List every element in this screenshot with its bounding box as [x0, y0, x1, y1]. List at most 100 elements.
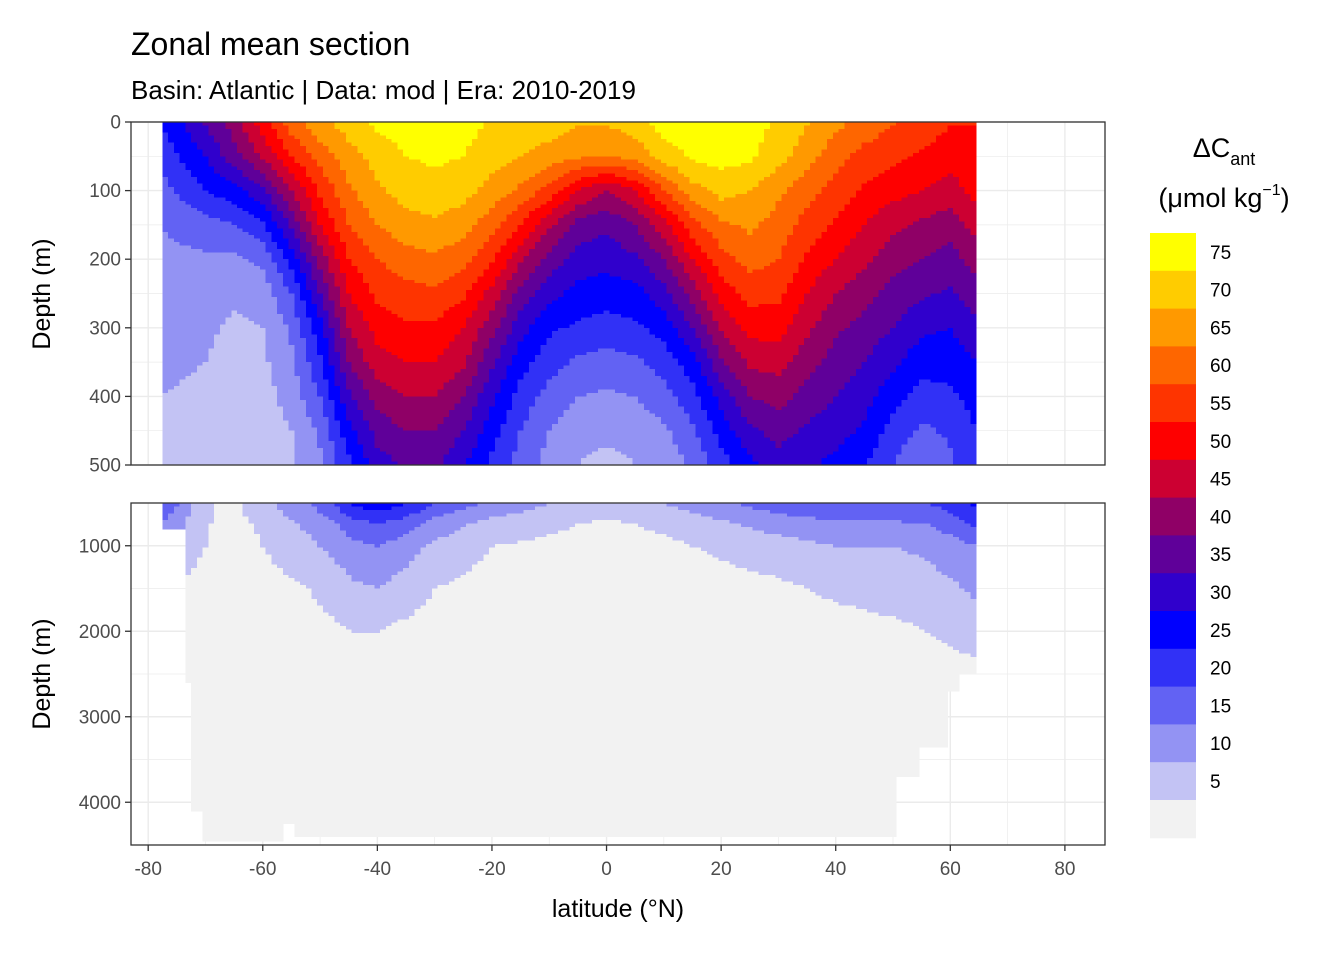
field-cell	[374, 399, 381, 404]
field-cell	[185, 358, 192, 363]
field-cell	[265, 334, 272, 339]
field-cell	[231, 416, 238, 422]
field-cell	[414, 331, 421, 336]
field-cell	[248, 399, 255, 404]
field-cell	[443, 300, 450, 305]
field-cell	[443, 290, 450, 295]
field-cell	[236, 142, 244, 147]
field-cell	[219, 362, 227, 367]
field-cell	[219, 252, 227, 257]
field-cell	[403, 355, 410, 360]
field-cell	[431, 135, 439, 140]
field-cell	[208, 413, 215, 418]
field-cell	[162, 183, 169, 188]
field-cell	[431, 331, 439, 336]
field-cell	[414, 156, 421, 161]
field-cell	[351, 331, 358, 336]
field-cell	[420, 197, 427, 202]
field-cell	[179, 327, 187, 332]
field-cell	[420, 430, 427, 435]
field-cell	[185, 279, 192, 284]
field-cell	[191, 341, 198, 346]
field-cell	[317, 430, 324, 435]
field-cell	[196, 204, 204, 209]
field-cell	[168, 238, 175, 243]
field-cell	[414, 290, 421, 295]
field-cell	[305, 218, 313, 223]
field-cell	[162, 410, 169, 415]
field-cell	[282, 200, 290, 205]
field-cell	[380, 399, 387, 404]
field-cell	[248, 303, 255, 308]
field-cell	[173, 434, 181, 439]
field-cell	[219, 276, 227, 281]
field-cell	[443, 173, 450, 178]
field-cell	[196, 451, 204, 456]
field-cell	[357, 279, 364, 284]
field-cell	[345, 139, 353, 144]
field-cell	[403, 310, 410, 315]
field-cell	[225, 447, 232, 452]
field-cell	[236, 290, 244, 295]
field-cell	[334, 341, 341, 346]
field-cell	[185, 166, 192, 171]
field-cell	[265, 122, 272, 127]
field-cell	[311, 228, 318, 233]
field-cell	[219, 200, 227, 205]
field-cell	[214, 461, 221, 465]
field-cell	[311, 125, 318, 130]
field-cell	[363, 303, 370, 308]
field-cell	[259, 327, 267, 332]
field-cell	[380, 310, 387, 315]
field-cell	[443, 314, 450, 319]
field-cell	[259, 344, 267, 349]
field-cell	[236, 348, 244, 353]
field-cell	[219, 132, 227, 137]
field-cell	[196, 122, 204, 127]
field-cell	[368, 279, 376, 284]
field-cell	[380, 176, 387, 181]
field-cell	[385, 228, 393, 233]
field-cell	[236, 211, 244, 216]
field-cell	[265, 413, 272, 418]
field-cell	[363, 255, 370, 260]
field-cell	[214, 355, 221, 360]
field-cell	[265, 368, 272, 373]
field-cell	[202, 331, 209, 336]
field-cell	[282, 176, 290, 181]
field-cell	[437, 146, 444, 151]
field-cell	[259, 211, 267, 216]
field-cell	[305, 290, 313, 295]
field-cell	[214, 410, 221, 415]
field-cell	[374, 146, 381, 151]
field-cell	[271, 344, 278, 349]
field-cell	[242, 132, 250, 137]
field-cell	[322, 269, 330, 274]
field-cell	[282, 437, 290, 442]
field-cell	[288, 314, 295, 319]
field-cell	[351, 221, 358, 226]
field-cell	[185, 159, 192, 164]
field-cell	[322, 266, 330, 271]
field-cell	[420, 454, 427, 459]
field-cell	[311, 451, 318, 456]
field-cell	[271, 434, 278, 439]
field-cell	[300, 351, 307, 356]
field-cell	[242, 368, 250, 373]
field-cell	[345, 382, 353, 387]
field-cell	[259, 410, 267, 415]
field-cell	[357, 375, 364, 380]
field-cell	[357, 434, 364, 439]
field-cell	[231, 310, 238, 315]
field-cell	[414, 454, 421, 459]
field-cell	[231, 382, 238, 387]
field-cell	[363, 396, 370, 401]
field-cell	[431, 180, 439, 185]
field-cell	[311, 300, 318, 305]
field-cell	[219, 365, 227, 370]
field-cell	[191, 447, 198, 452]
field-cell	[345, 410, 353, 415]
field-cell	[265, 194, 272, 199]
field-cell	[328, 132, 335, 137]
field-cell	[265, 211, 272, 216]
